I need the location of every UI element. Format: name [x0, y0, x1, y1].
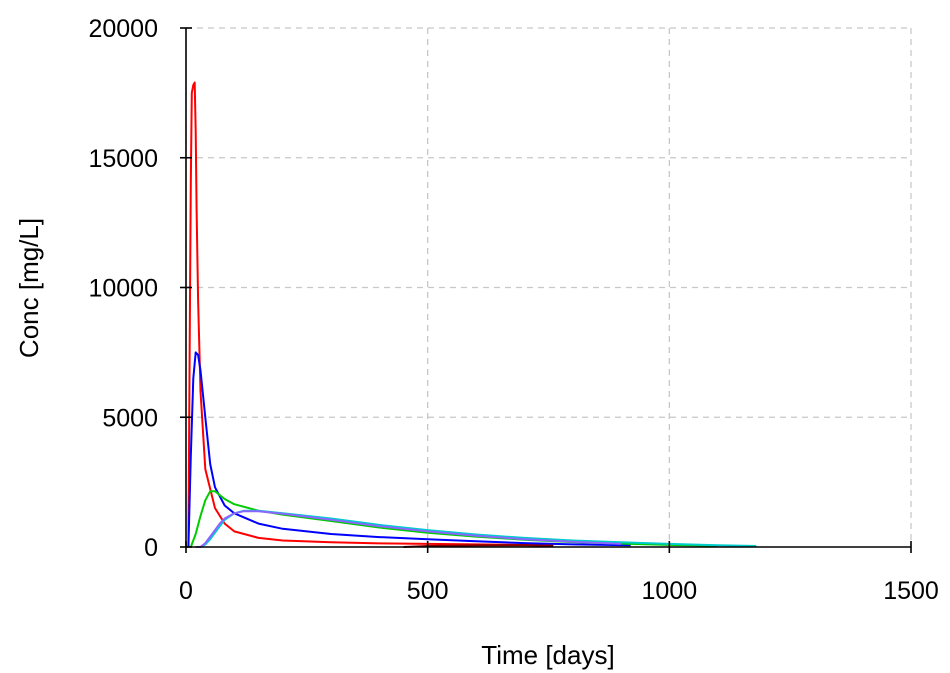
y-axis-title: Conc [mg/L] [14, 218, 44, 358]
x-tick-label: 1000 [642, 577, 698, 605]
axes [180, 27, 912, 553]
x-tick-label: 500 [407, 577, 449, 605]
y-tick-label: 10000 [88, 275, 158, 303]
x-tick-label: 1500 [883, 577, 939, 605]
y-tick-label: 20000 [88, 15, 158, 43]
plot-area [187, 81, 757, 548]
y-tick-label: 5000 [102, 404, 158, 432]
grid [186, 27, 912, 547]
y-tick-label: 15000 [88, 145, 158, 173]
x-axis-title: Time [days] [481, 640, 614, 670]
series-line-2 [187, 351, 631, 548]
x-tick-label: 0 [179, 577, 193, 605]
y-tick-label: 0 [144, 534, 158, 562]
series-line-1 [187, 81, 554, 548]
series-line-5 [195, 510, 622, 548]
